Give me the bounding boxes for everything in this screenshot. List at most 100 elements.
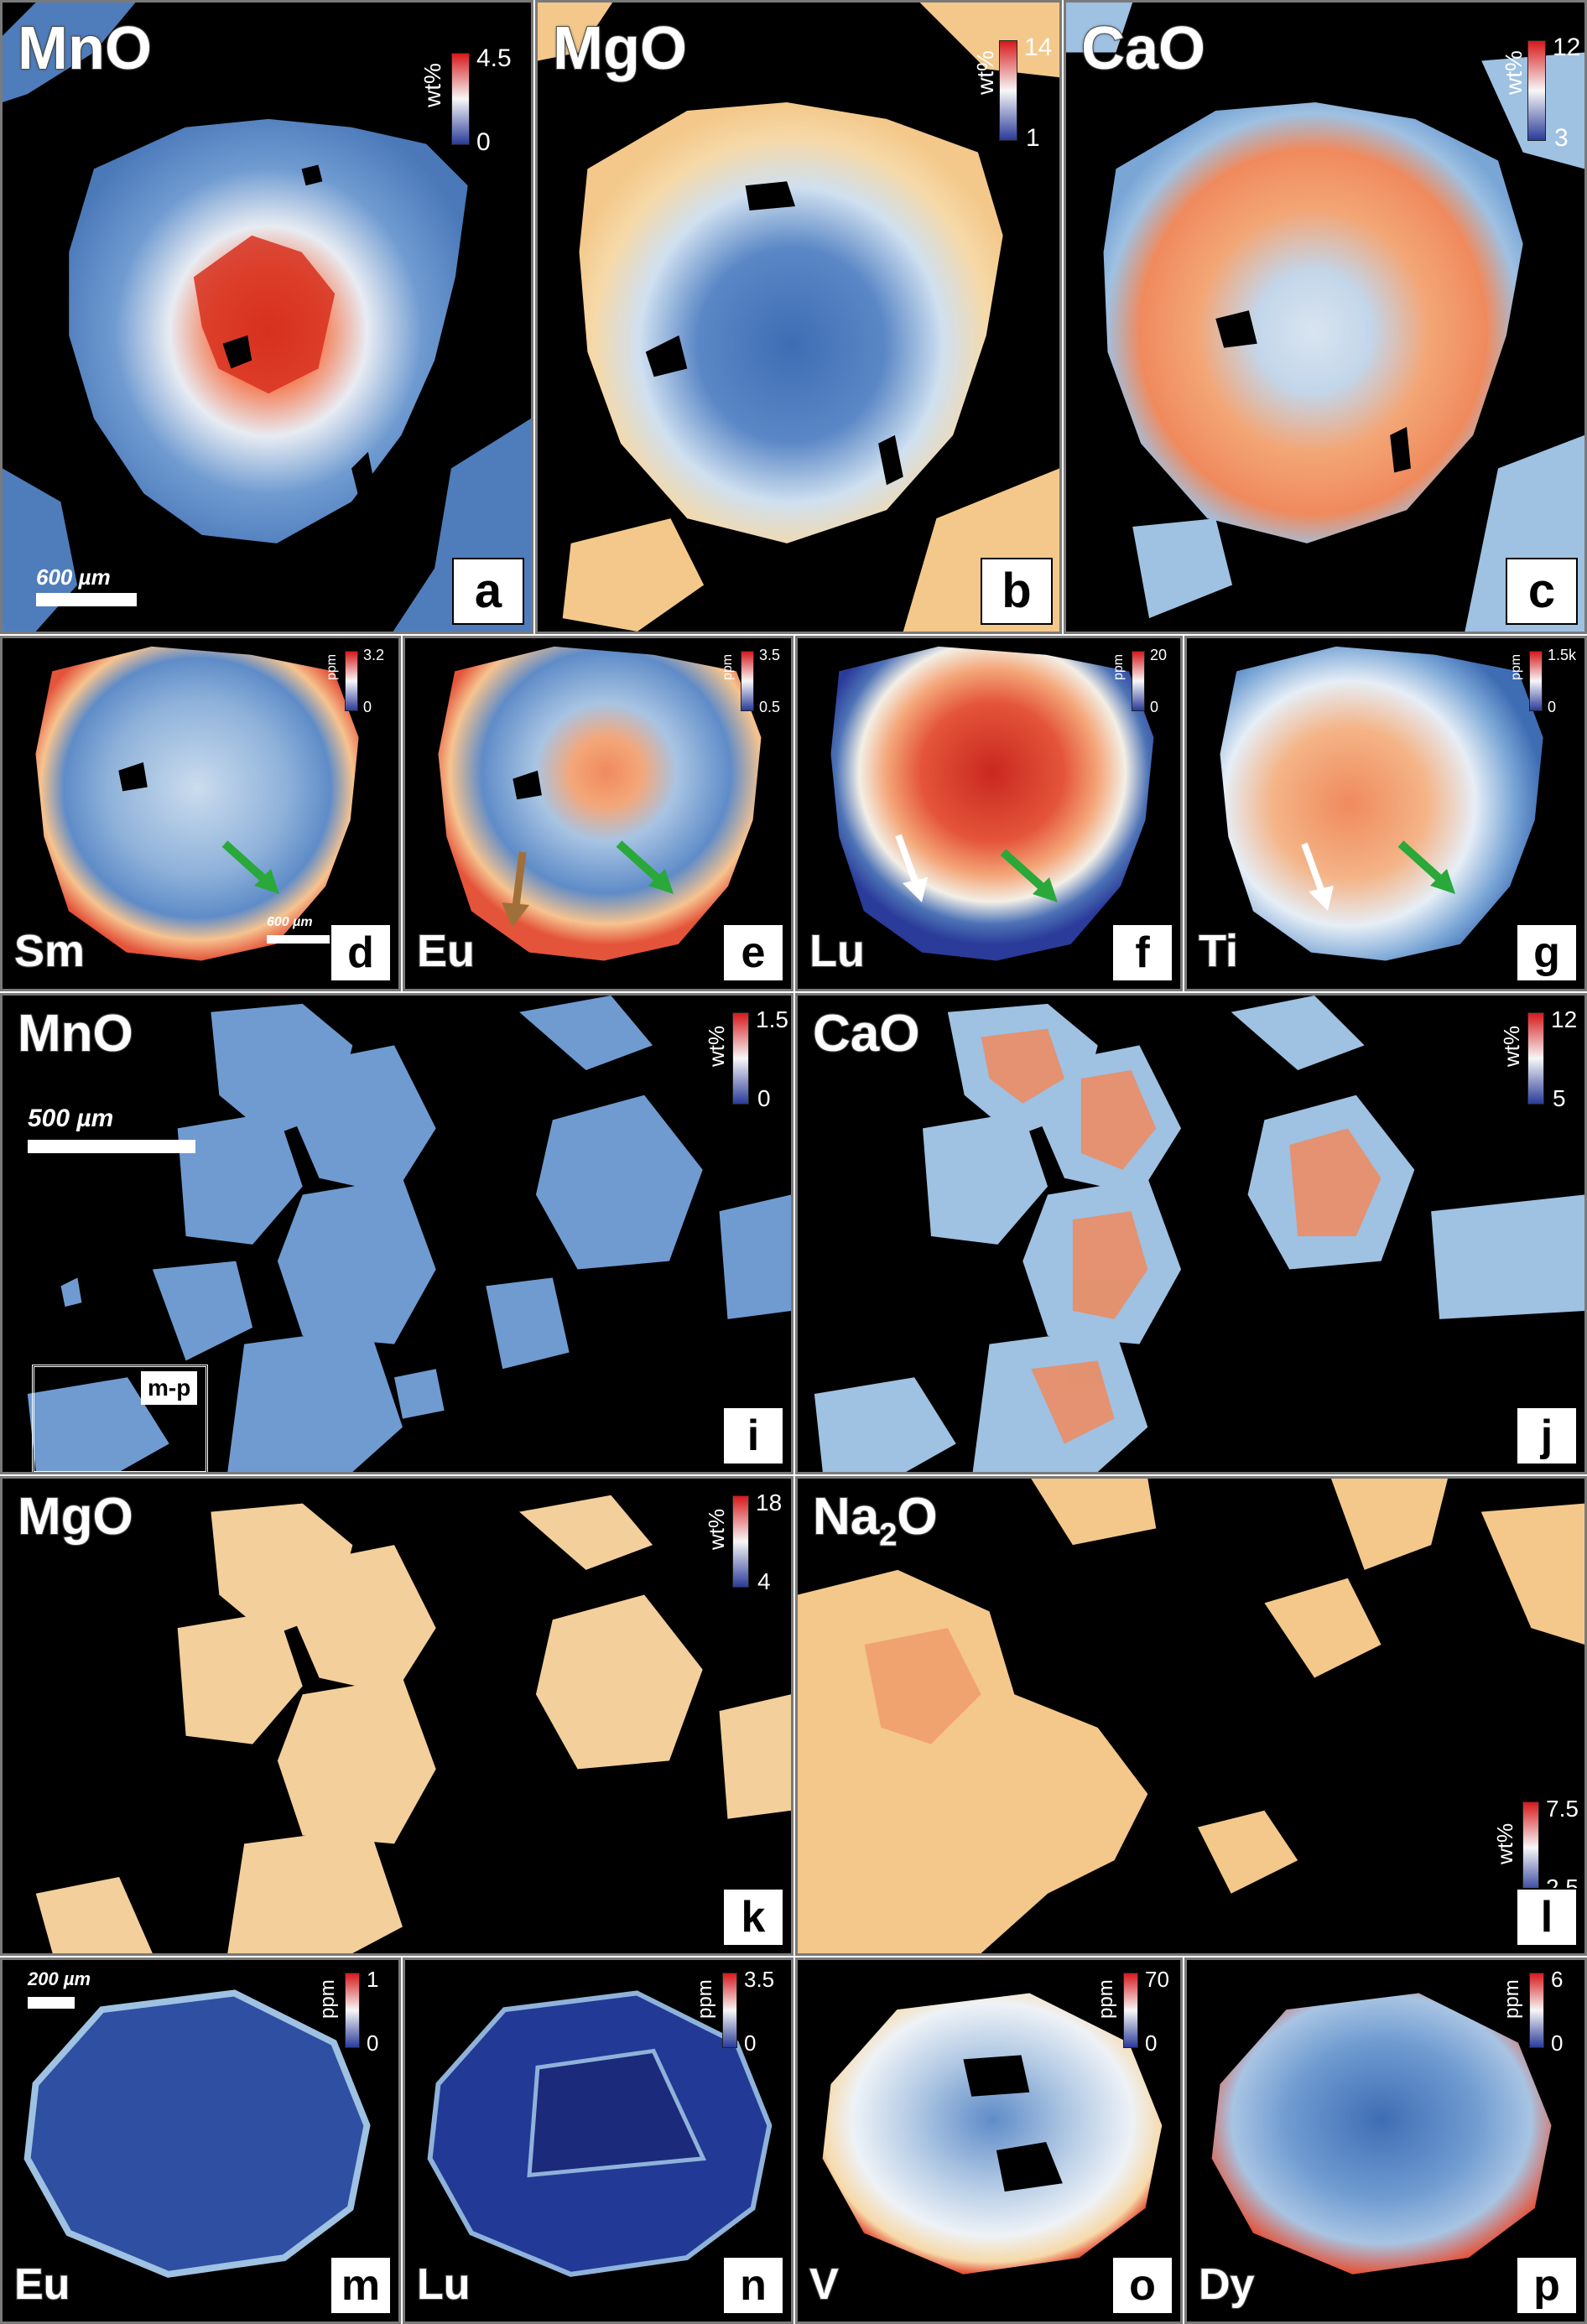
colorbar-gradient — [732, 1495, 749, 1588]
colorbar: 12 3 wt% — [1494, 34, 1584, 153]
element-label: Lu — [809, 925, 866, 977]
colorbar-max: 4.5 — [476, 44, 512, 72]
colorbar-min: 0 — [1145, 2030, 1158, 2056]
colorbar-min: 0 — [363, 699, 372, 715]
element-label: Lu — [416, 2259, 471, 2310]
colorbar-unit: wt% — [419, 63, 445, 107]
colorbar-unit: ppm — [325, 653, 339, 680]
element-label: MgO — [552, 14, 688, 83]
colorbar-gradient — [722, 1973, 737, 2048]
colorbar-gradient — [1527, 40, 1546, 141]
colorbar-max: 20 — [1150, 647, 1168, 663]
element-label: Sm — [13, 925, 86, 977]
panel-b: MgO 14 1 wt% b — [535, 0, 1062, 634]
colorbar-min: 0 — [744, 2030, 757, 2056]
colorbar-min: 0 — [1548, 699, 1557, 715]
element-label: CaO — [812, 1004, 920, 1063]
panel-m: Eu 1 0 ppm 200 µm m — [0, 1957, 401, 2324]
element-label: V — [809, 2259, 840, 2310]
panel-letter: l — [1516, 1888, 1578, 1947]
panel-letter: g — [1516, 923, 1578, 982]
grain-map-m — [3, 1960, 398, 2321]
garnet-map-c — [1066, 3, 1584, 632]
arrow-green — [616, 840, 674, 894]
colorbar-max: 18 — [756, 1490, 783, 1516]
colorbar-gradient — [1132, 651, 1145, 711]
colorbar-max: 6 — [1551, 1967, 1564, 1992]
clinopyroxene-map-i — [3, 996, 791, 1472]
garnet-map-d — [3, 638, 398, 989]
colorbar-min: 0 — [757, 1085, 771, 1111]
scale-bar-line — [28, 1997, 75, 2009]
colorbar-unit: ppm — [694, 1979, 716, 2019]
scale-bar-label: 600 µm — [36, 564, 111, 590]
grain-map-o — [798, 1960, 1180, 2321]
panel-f: Lu 20 0 ppm f — [795, 636, 1183, 991]
garnet-map-g — [1187, 638, 1584, 989]
colorbar-unit: wt% — [1499, 1025, 1524, 1067]
scale-bar: 600 µm — [267, 915, 359, 949]
colorbar-min: 3 — [1554, 124, 1569, 152]
panel-letter: j — [1516, 1406, 1578, 1465]
colorbar: 1 0 ppm — [313, 1967, 398, 2061]
panel-letter: e — [722, 923, 784, 982]
inset-label: m-p — [141, 1371, 198, 1405]
panel-i: MnO 1.5 0 wt% 500 µm m-p i — [0, 993, 794, 1474]
panel-letter: b — [981, 558, 1053, 625]
colorbar: 7.5 2.5 wt% — [1486, 1796, 1584, 1906]
colorbar-max: 1.5k — [1548, 647, 1577, 663]
colorbar-gradient — [741, 651, 754, 711]
colorbar-max: 12 — [1553, 34, 1581, 61]
panel-p: Dy 6 0 ppm p — [1184, 1957, 1587, 2324]
garnet-map-b — [538, 3, 1059, 632]
element-label: Dy — [1198, 2259, 1255, 2310]
element-label: Eu — [416, 925, 476, 977]
colorbar-unit: ppm — [316, 1979, 339, 2019]
colorbar-unit: wt% — [1501, 50, 1527, 95]
colorbar-gradient — [732, 1012, 749, 1105]
clinopyroxene-map-j — [798, 996, 1584, 1472]
scale-bar-line — [36, 593, 137, 606]
colorbar-unit: ppm — [1095, 1979, 1117, 2019]
grain-map-p — [1187, 1960, 1584, 2321]
panel-letter: i — [722, 1406, 784, 1465]
scale-bar: 500 µm — [28, 1105, 212, 1155]
colorbar: 1.5 0 wt% — [699, 1006, 791, 1117]
colorbar-gradient — [999, 40, 1017, 141]
scale-bar: 600 µm — [36, 564, 170, 606]
inset-box — [32, 1365, 208, 1472]
panel-e: Eu 3.5 0.5 ppm e — [403, 636, 794, 991]
colorbar-gradient — [1529, 651, 1543, 711]
colorbar-gradient — [451, 53, 470, 145]
panel-letter: n — [722, 2256, 784, 2315]
colorbar-gradient — [1529, 1973, 1544, 2048]
colorbar-unit: ppm — [1501, 1979, 1523, 2019]
colorbar: 1.5k 0 ppm — [1506, 647, 1584, 722]
colorbar: 70 0 ppm — [1091, 1967, 1180, 2061]
colorbar: 6 0 ppm — [1497, 1967, 1584, 2061]
panel-o: V 70 0 ppm o — [795, 1957, 1183, 2324]
element-label: MnO — [17, 14, 153, 83]
arrow-white — [1301, 842, 1334, 911]
colorbar-gradient — [1527, 1012, 1544, 1105]
panel-n: Lu 3.5 0 ppm n — [403, 1957, 794, 2324]
arrow-brown — [502, 851, 529, 928]
element-label: MgO — [17, 1487, 134, 1547]
clinopyroxene-map-k — [3, 1479, 791, 1953]
scale-bar-line — [28, 1140, 195, 1153]
colorbar-max: 3.5 — [759, 647, 781, 663]
colorbar-max: 14 — [1024, 34, 1053, 61]
colorbar-min: 0 — [367, 2030, 379, 2056]
panel-j: CaO 12 5 wt% j — [795, 993, 1587, 1474]
plagioclase-map-l — [798, 1479, 1584, 1953]
colorbar-gradient — [1522, 1801, 1539, 1894]
colorbar: 12 5 wt% — [1494, 1006, 1584, 1117]
scale-bar-label: 600 µm — [267, 915, 313, 929]
colorbar-min: 0.5 — [759, 699, 781, 715]
panel-l: Na2O 7.5 2.5 wt% l — [795, 1476, 1587, 1956]
colorbar-gradient — [345, 1973, 360, 2048]
panel-d: Sm 3.2 0 ppm 600 µm d — [0, 636, 401, 991]
panel-letter: d — [330, 923, 392, 982]
colorbar-min: 5 — [1553, 1085, 1566, 1111]
colorbar: 14 1 wt% — [972, 34, 1058, 153]
